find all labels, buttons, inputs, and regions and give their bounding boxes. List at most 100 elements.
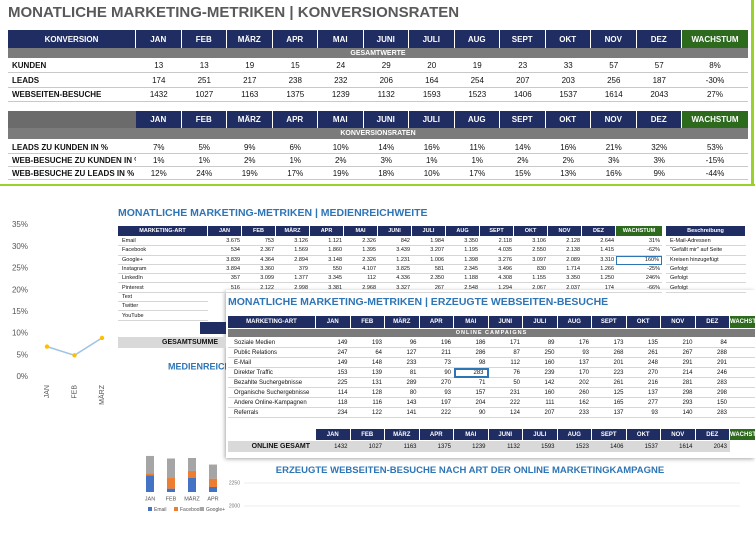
row-label: LEADS <box>8 74 136 88</box>
table-cell: 57 <box>636 59 682 73</box>
table-cell: 148 <box>350 358 385 368</box>
table-cell: 2043 <box>636 88 682 102</box>
table-cell: 98 <box>454 358 489 368</box>
table-cell: 830 <box>514 265 548 275</box>
row-label: Andere Online-Kampagnen <box>228 398 316 408</box>
header-cell: MAI <box>344 226 378 236</box>
table-cell: 211 <box>419 348 454 358</box>
table-cell: -15% <box>682 154 748 167</box>
table-cell: 2.122 <box>242 284 276 293</box>
header-cell: NOV <box>548 226 582 236</box>
table-cell: 111 <box>523 398 558 408</box>
table-cell: 1.569 <box>276 246 310 256</box>
table-cell: 1.398 <box>446 256 480 265</box>
table-cell: 128 <box>350 388 385 398</box>
header-cell: SEPT <box>500 111 546 128</box>
table-cell: 84 <box>695 338 730 348</box>
table-cell: 93 <box>419 388 454 398</box>
table-cell: 1% <box>454 154 500 167</box>
chart-title: MEDIENREICHWEITE <box>168 361 226 371</box>
table-cell: 286 <box>454 348 489 358</box>
table-cell: 2.894 <box>276 256 310 265</box>
header-cell: SEPT <box>500 30 546 48</box>
table-cell: 1% <box>181 154 227 167</box>
total-cell: 1406 <box>592 441 627 452</box>
table-cell: 10% <box>409 167 455 180</box>
header-cell: MARKETING-ART <box>228 316 316 328</box>
row-label: WEBSEITEN-BESUCHE <box>8 88 136 102</box>
table-cell: 1375 <box>272 88 318 102</box>
header-cell: FEB <box>350 316 385 328</box>
bar-segment <box>209 464 217 479</box>
table-cell: 222 <box>419 408 454 418</box>
table-cell: 3.675 <box>208 237 242 247</box>
table-cell: 13 <box>136 59 182 73</box>
table-cell: 288 <box>695 348 730 358</box>
table-cell: 270 <box>626 368 661 378</box>
header-cell: OKT <box>545 30 591 48</box>
header-cell: DEZ <box>582 226 616 236</box>
table-cell: 1% <box>136 154 182 167</box>
table-cell: 516 <box>208 284 242 293</box>
table-cell: 2.326 <box>344 237 378 247</box>
table-cell: 1.395 <box>344 246 378 256</box>
table-cell: 1593 <box>409 88 455 102</box>
section-header: ONLINE CAMPAIGNS <box>228 329 755 337</box>
bar-segment <box>188 470 196 478</box>
table-cell: 2.998 <box>276 284 310 293</box>
legend-label: Google+ <box>206 507 225 513</box>
table-cell: 2.128 <box>548 237 582 247</box>
table-cell: 231 <box>488 388 523 398</box>
table-cell: 256 <box>591 74 637 88</box>
y-tick-label: 10% <box>12 329 28 338</box>
table-cell: 118 <box>316 398 351 408</box>
table-cell: 2.550 <box>514 246 548 256</box>
table-cell: 16% <box>545 141 591 154</box>
line-chart: 0% 5% 10% 15% 20% 25% 30% 35% JAN FEB MÄRZ <box>12 220 106 405</box>
table-cell: 3.106 <box>514 237 548 247</box>
header-cell: JULI <box>409 111 455 128</box>
table-cell: 196 <box>419 338 454 348</box>
table-cell: 10% <box>318 141 364 154</box>
header-cell: SEPT <box>480 226 514 236</box>
table-cell: 112 <box>344 274 378 284</box>
header-cell: APR <box>419 429 454 440</box>
table-cell: 173 <box>592 338 627 348</box>
table-cell: 232 <box>318 74 364 88</box>
header-cell: JAN <box>316 316 351 328</box>
total-cell: 2043 <box>695 441 730 452</box>
header-cell: NOV <box>591 30 637 48</box>
x-tick-label: JAN <box>44 385 51 398</box>
header-cell: JUNI <box>378 226 412 236</box>
table-cell: -44% <box>682 167 748 180</box>
table-cell: 217 <box>227 74 273 88</box>
table-cell: 270 <box>419 378 454 388</box>
table-cell: 2.138 <box>548 246 582 256</box>
header-cell: FEB <box>242 226 276 236</box>
header-cell: JUNI <box>363 30 409 48</box>
table-cell: 142 <box>523 378 558 388</box>
table-cell: 261 <box>592 378 627 388</box>
table-cell: 2.968 <box>344 284 378 293</box>
header-cell: JAN <box>136 30 182 48</box>
table-cell: 3.126 <box>276 237 310 247</box>
header-cell: MAI <box>318 30 364 48</box>
table-cell: 1132 <box>363 88 409 102</box>
table-cell: "Gefällt mir" auf Seite <box>666 246 746 256</box>
sheet-title: MONATLICHE MARKETING-METRIKEN | KONVERSI… <box>8 4 460 21</box>
table-cell: 2% <box>500 154 546 167</box>
header-cell: APR <box>419 316 454 328</box>
table-cell: 93 <box>557 348 592 358</box>
table-cell: 6% <box>272 141 318 154</box>
table-cell: 9% <box>636 167 682 180</box>
x-tick-label: APR <box>207 496 218 502</box>
header-cell: MAI <box>454 429 489 440</box>
legend-label: Facebook <box>180 507 202 513</box>
table-cell: 1406 <box>500 88 546 102</box>
bar-segment <box>188 477 196 492</box>
x-tick-label: MÄRZ <box>184 495 200 502</box>
table-cell: 137 <box>592 408 627 418</box>
table-cell: 2.089 <box>548 256 582 265</box>
table-cell: 3.825 <box>378 265 412 275</box>
header-cell: JAN <box>316 429 351 440</box>
